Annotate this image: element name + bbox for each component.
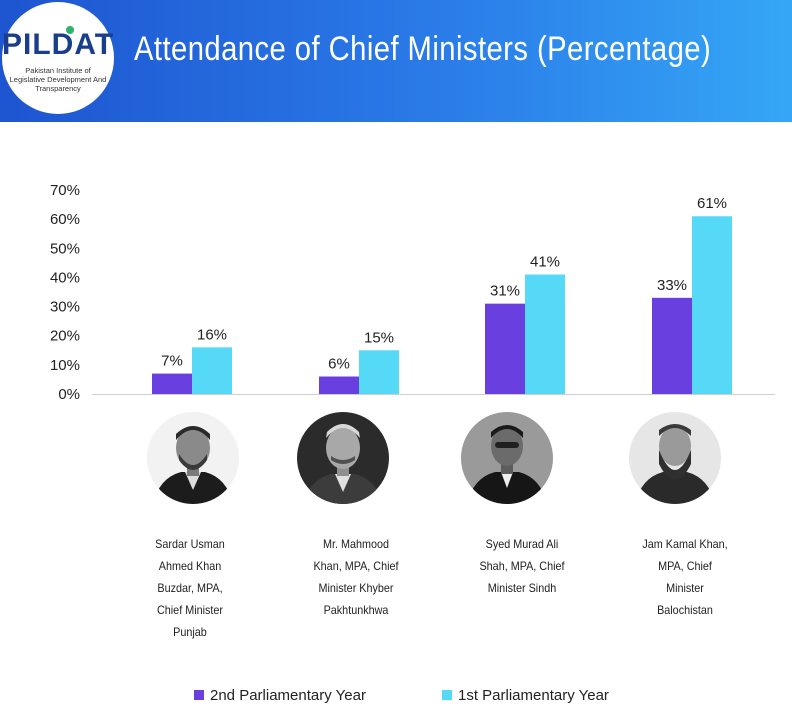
y-tick-label: 0% — [58, 386, 80, 403]
portrait-punjab-cm — [147, 412, 239, 504]
bar — [525, 274, 565, 394]
bar — [192, 347, 232, 394]
y-tick-label: 50% — [50, 240, 80, 257]
bar — [652, 297, 692, 394]
caption-line: Khan, MPA, Chief — [313, 559, 399, 573]
bar-value-label: 7% — [161, 353, 183, 370]
caption-line: Minister Sindh — [487, 581, 557, 595]
y-tick-label: 20% — [50, 328, 80, 345]
caption-line: Punjab — [173, 625, 207, 639]
caption-line: Mr. Mahmood — [322, 537, 390, 551]
caption-sindh-cm: Syed Murad Ali Shah, MPA, Chief Minister… — [473, 533, 572, 599]
caption-line: Minister Khyber — [318, 581, 394, 595]
caption-line: Syed Murad Ali — [485, 537, 559, 551]
portrait-balochistan-cm — [629, 412, 721, 504]
caption-line: Minister — [666, 581, 704, 595]
caption-line: Sardar Usman — [155, 537, 225, 551]
bar-value-label: 16% — [197, 326, 227, 343]
caption-kp-cm: Mr. Mahmood Khan, MPA, Chief Minister Kh… — [307, 533, 406, 621]
bar-value-label: 31% — [490, 283, 520, 300]
logo-tagline: Pakistan Institute of Legislative Develo… — [9, 66, 107, 93]
caption-line: MPA, Chief — [658, 559, 712, 573]
caption-line: Chief Minister — [156, 603, 224, 617]
caption-line: Pakhtunkhwa — [323, 603, 389, 617]
legend-item-2nd-year: 2nd Parliamentary Year — [194, 686, 366, 704]
caption-line: Balochistan — [657, 603, 713, 617]
y-tick-label: 70% — [50, 182, 80, 199]
bar-value-label: 41% — [530, 254, 560, 271]
pildat-logo: PILDAT Pakistan Institute of Legislative… — [2, 2, 114, 114]
logo-crescent-icon — [66, 26, 74, 34]
caption-line: Shah, MPA, Chief — [479, 559, 565, 573]
caption-line: Buzdar, MPA, — [157, 581, 223, 595]
bar-value-label: 33% — [657, 277, 687, 294]
caption-balochistan-cm: Jam Kamal Khan, MPA, Chief Minister Balo… — [636, 533, 735, 621]
caption-line: Jam Kamal Khan, — [642, 537, 728, 551]
bar — [152, 373, 192, 394]
bar — [485, 303, 525, 394]
logo-text: PILDAT — [2, 28, 115, 61]
caption-punjab-cm: Sardar Usman Ahmed Khan Buzdar, MPA, Chi… — [141, 533, 240, 643]
y-tick-label: 40% — [50, 269, 80, 286]
bar — [692, 216, 732, 394]
legend-label-1st-year: 1st Parliamentary Year — [458, 686, 609, 704]
portrait-sindh-cm — [461, 412, 553, 504]
legend-label-2nd-year: 2nd Parliamentary Year — [210, 686, 366, 704]
legend-swatch-2nd-year — [194, 690, 204, 700]
legend-item-1st-year: 1st Parliamentary Year — [442, 686, 609, 704]
bar — [319, 376, 359, 394]
portrait-kp-cm — [297, 412, 389, 504]
bar-value-label: 61% — [697, 195, 727, 212]
bar — [359, 350, 399, 394]
bar-value-label: 6% — [328, 356, 350, 373]
header-banner: PILDAT Pakistan Institute of Legislative… — [0, 0, 792, 122]
chart-title: Attendance of Chief Ministers (Percentag… — [134, 30, 712, 68]
bar-value-label: 15% — [364, 329, 394, 346]
legend-swatch-1st-year — [442, 690, 452, 700]
y-tick-label: 10% — [50, 357, 80, 374]
caption-line: Ahmed Khan — [158, 559, 222, 573]
y-tick-label: 30% — [50, 299, 80, 316]
y-tick-label: 60% — [50, 211, 80, 228]
